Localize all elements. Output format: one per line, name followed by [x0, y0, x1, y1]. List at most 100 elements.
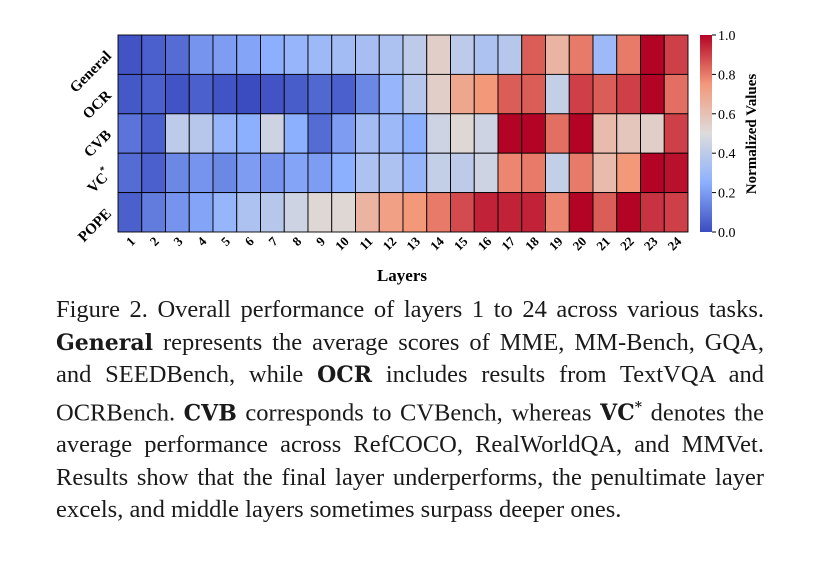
heatmap-cell: [545, 152, 570, 194]
heatmap-cell: [521, 73, 546, 115]
heatmap-cell: [592, 113, 618, 154]
heatmap-cell: [521, 192, 546, 233]
heatmap-cell: [331, 152, 356, 194]
heatmap-cell: [450, 152, 475, 194]
heatmap-cell: [663, 192, 689, 233]
colorbar-label: Normalized Values: [744, 74, 760, 195]
heatmap-cell: [497, 73, 523, 115]
heatmap-cell: [212, 34, 238, 75]
heatmap-cell: [283, 73, 309, 115]
heatmap-cell: [260, 152, 285, 194]
heatmap-cell: [568, 34, 594, 75]
figure-caption: Figure 2. Overall performance of layers …: [56, 294, 764, 527]
x-tick-label: 12: [380, 234, 400, 254]
heatmap-cell: [402, 34, 428, 75]
x-tick-label: 16: [475, 233, 495, 253]
heatmap-cell: [450, 73, 475, 115]
heatmap-cell: [663, 152, 689, 194]
heatmap-cell: [568, 192, 594, 233]
heatmap-cell: [141, 113, 166, 154]
heatmap-cell: [402, 113, 428, 154]
heatmap-cell: [378, 73, 404, 115]
heatmap-cell: [592, 192, 618, 233]
heatmap-cell: [236, 192, 261, 233]
heatmap-cell: [236, 34, 261, 75]
heatmap-cell: [260, 192, 285, 233]
heatmap-cell: [188, 113, 214, 154]
heatmap-cell: [236, 73, 261, 115]
heatmap-cell: [640, 113, 665, 154]
heatmap-cell: [355, 34, 380, 75]
heatmap-cell: [283, 152, 309, 194]
colorbar-tick-label: 0.0: [718, 226, 736, 241]
x-tick-label: 8: [289, 233, 305, 249]
y-tick-label: VC*: [83, 165, 115, 197]
heatmap-cell: [283, 113, 309, 154]
x-tick-label: 20: [570, 234, 590, 254]
heatmap-cell: [426, 34, 451, 75]
heatmap-cell: [141, 152, 166, 194]
heatmap-cell: [307, 73, 333, 115]
x-tick-labels: 1 2 3 4 5 6 7 8 9 10 11 12 13 14 15 16 17 18 19 20 21 22 23 24: [123, 233, 685, 253]
caption-part-3: corresponds to CVBench, whereas: [236, 398, 601, 426]
heatmap-cell: [236, 113, 261, 154]
x-tick-label: 23: [641, 233, 661, 253]
heatmap-cell: [141, 73, 166, 115]
heatmap-cell: [473, 192, 499, 233]
heatmap-cell: [616, 73, 641, 115]
heatmap-cell: [378, 113, 404, 154]
heatmap-cell: [355, 152, 380, 194]
heatmap-cell: [331, 113, 356, 154]
heatmap-cell: [426, 113, 451, 154]
heatmap-cell: [521, 152, 546, 194]
heatmap-cell: [307, 113, 333, 154]
x-axis-label: Layers: [377, 266, 427, 285]
heatmap-cell: [212, 73, 238, 115]
heatmap-cell: [663, 34, 689, 75]
heatmap-cell: [307, 192, 333, 233]
heatmap-cell: [616, 152, 641, 194]
heatmap-cell: [450, 34, 475, 75]
heatmap-cell: [473, 34, 499, 75]
heatmap-cell: [165, 73, 190, 115]
y-tick-label: General: [67, 49, 115, 97]
heatmap-cell: [117, 34, 143, 75]
heatmap-cell: [568, 113, 594, 154]
heatmap-cell: [117, 113, 143, 154]
heatmap-cell: [378, 34, 404, 75]
caption-part-2: includes results from TextVQA and OCRBen…: [56, 361, 764, 426]
heatmap-cell: [426, 152, 451, 194]
caption-prefix: Figure 2. Overall performance of layers …: [56, 296, 764, 323]
heatmap-cell: [141, 34, 166, 75]
x-tick-label: 6: [242, 233, 258, 249]
x-tick-label: 11: [356, 234, 375, 253]
heatmap-cell: [450, 113, 475, 154]
heatmap-cell: [236, 152, 261, 194]
heatmap-cell: [117, 73, 143, 115]
x-tick-label: 24: [665, 233, 685, 253]
x-tick-label: 5: [218, 233, 234, 249]
heatmap-cell: [260, 113, 285, 154]
heatmap-cell: [188, 34, 214, 75]
heatmap-cell: [545, 73, 570, 115]
heatmap-cell: [307, 152, 333, 194]
heatmap-cell: [402, 73, 428, 115]
heatmap-cell: [283, 34, 309, 75]
heatmap-cell: [260, 34, 285, 75]
heatmap-cell: [355, 192, 380, 233]
colorbar-tick-label: 0.2: [718, 187, 736, 202]
heatmap-cells: [117, 34, 689, 233]
colorbar-tick-label: 0.4: [718, 147, 736, 162]
heatmap-cell: [165, 192, 190, 233]
heatmap-cell: [640, 73, 665, 115]
heatmap-cell: [378, 192, 404, 233]
x-tick-label: 1: [123, 234, 138, 249]
heatmap-cell: [521, 113, 546, 154]
heatmap-figure: 1 2 3 4 5 6 7 8 9 10 11 12 13 14 15 16 17 18 19 20 21 22 23 24 …: [67, 29, 760, 285]
heatmap-cell: [497, 152, 523, 194]
heatmap-cell: [331, 73, 356, 115]
heatmap-cell: [450, 192, 475, 233]
caption-vc-sup: *: [634, 399, 643, 416]
heatmap-cell: [616, 113, 641, 154]
